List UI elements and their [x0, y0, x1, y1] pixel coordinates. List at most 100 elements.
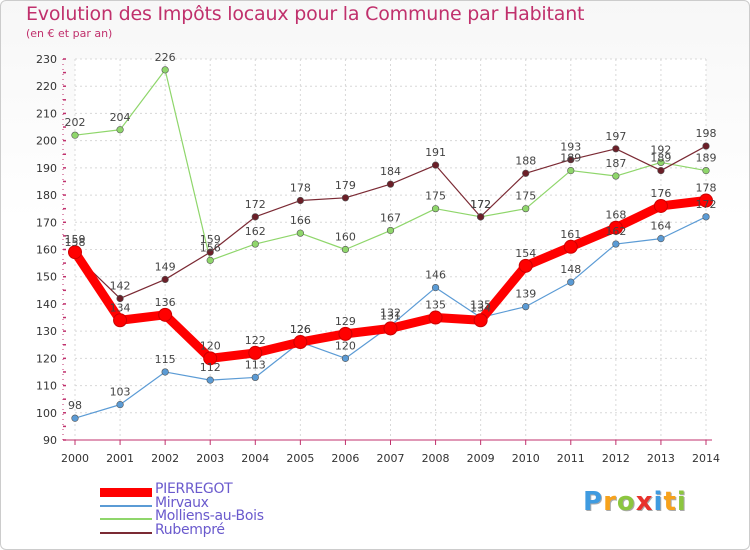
data-label: 156 [200, 241, 221, 254]
x-tick-label: 2005 [286, 452, 314, 465]
data-point [116, 126, 124, 134]
data-point [702, 166, 710, 175]
data-label: 193 [560, 141, 581, 154]
data-point [293, 335, 308, 350]
y-tick-label: 120 [36, 352, 57, 365]
data-label: 172 [245, 198, 266, 211]
y-tick-label: 220 [36, 80, 57, 93]
data-label: 172 [470, 198, 491, 211]
data-point [653, 198, 668, 213]
data-point [428, 310, 443, 325]
data-label: 131 [380, 309, 401, 322]
data-point [161, 368, 169, 376]
data-label: 112 [200, 361, 221, 374]
x-tick-label: 2009 [467, 452, 495, 465]
data-label: 184 [380, 165, 401, 178]
data-point [296, 196, 304, 205]
data-label: 189 [650, 152, 671, 165]
data-point [296, 229, 304, 237]
data-label: 175 [515, 190, 536, 203]
legend-label: Rubempré [155, 521, 225, 538]
data-label: 115 [155, 353, 176, 366]
data-label: 172 [696, 198, 717, 211]
y-tick-label: 90 [43, 434, 57, 447]
x-tick-label: 2007 [377, 452, 405, 465]
data-label: 98 [68, 399, 82, 412]
data-point [567, 166, 575, 175]
data-point [567, 278, 575, 286]
x-tick-label: 2004 [241, 452, 269, 465]
data-label: 178 [290, 182, 311, 195]
logo-letter: t [663, 487, 677, 517]
data-label: 148 [560, 263, 581, 276]
y-tick-label: 190 [36, 162, 57, 175]
data-label: 120 [200, 339, 221, 352]
logo-letter: x [635, 487, 654, 517]
data-label: 187 [605, 157, 626, 170]
data-point [161, 66, 169, 74]
data-label: 189 [696, 152, 717, 165]
data-point [158, 307, 173, 322]
legend-swatch [100, 531, 152, 534]
data-point [338, 326, 353, 341]
data-label: 191 [425, 146, 446, 159]
legend-swatch [100, 504, 152, 507]
data-label: 135 [425, 299, 446, 312]
data-label: 167 [380, 211, 401, 224]
y-tick-label: 150 [36, 271, 57, 284]
x-tick-label: 2002 [151, 452, 179, 465]
data-point [206, 376, 214, 384]
data-point [473, 313, 488, 328]
data-label: 172 [470, 198, 491, 211]
data-label: 188 [515, 154, 536, 167]
data-label: 120 [335, 339, 356, 352]
legend-label: Mirvaux [155, 494, 209, 511]
y-tick-label: 200 [36, 135, 57, 148]
data-point [518, 258, 533, 273]
data-label: 129 [335, 315, 356, 328]
proxiti-logo: Proxiti [583, 487, 687, 517]
data-point [612, 145, 620, 153]
data-point [657, 235, 665, 243]
data-point [431, 284, 440, 292]
data-label: 135 [470, 299, 491, 312]
data-label: 136 [155, 296, 176, 309]
data-point [477, 213, 485, 221]
data-point [341, 354, 350, 362]
data-point [206, 256, 214, 264]
data-point [248, 345, 263, 360]
x-tick-label: 2014 [692, 452, 720, 465]
x-tick-label: 2001 [106, 452, 134, 465]
data-point [71, 414, 79, 422]
y-tick-label: 180 [36, 189, 57, 202]
data-label: 176 [650, 187, 671, 200]
data-label: 202 [65, 116, 86, 129]
data-label: 126 [290, 323, 311, 336]
data-point [251, 373, 259, 382]
data-label: 139 [515, 288, 536, 301]
data-label: 168 [605, 209, 626, 222]
data-label: 122 [245, 334, 266, 347]
data-point [522, 205, 530, 213]
y-tick-label: 210 [36, 107, 57, 120]
data-point [206, 248, 214, 256]
x-tick-label: 2013 [647, 452, 675, 465]
data-point [386, 226, 395, 235]
data-label: 142 [110, 279, 131, 292]
data-point [116, 294, 124, 303]
logo-letter: i [653, 487, 664, 517]
plot-area: 90 100 110 120 130 140 150 160 170 180 190 200 210 22… [36, 51, 720, 465]
data-label: 179 [335, 179, 356, 192]
x-tick-label: 2012 [602, 452, 630, 465]
chart-title: Evolution des Impôts locaux pour la Comm… [26, 3, 585, 25]
data-point [203, 351, 218, 366]
data-label: 164 [650, 220, 671, 233]
data-label: 192 [650, 143, 671, 156]
legend-label: PIERREGOT [155, 481, 233, 497]
data-point [341, 245, 350, 254]
logo-letter: r [603, 487, 617, 517]
data-point [383, 321, 398, 336]
legend-swatch [100, 487, 152, 497]
logo-letter: P [583, 487, 604, 517]
data-label: 189 [560, 152, 581, 165]
